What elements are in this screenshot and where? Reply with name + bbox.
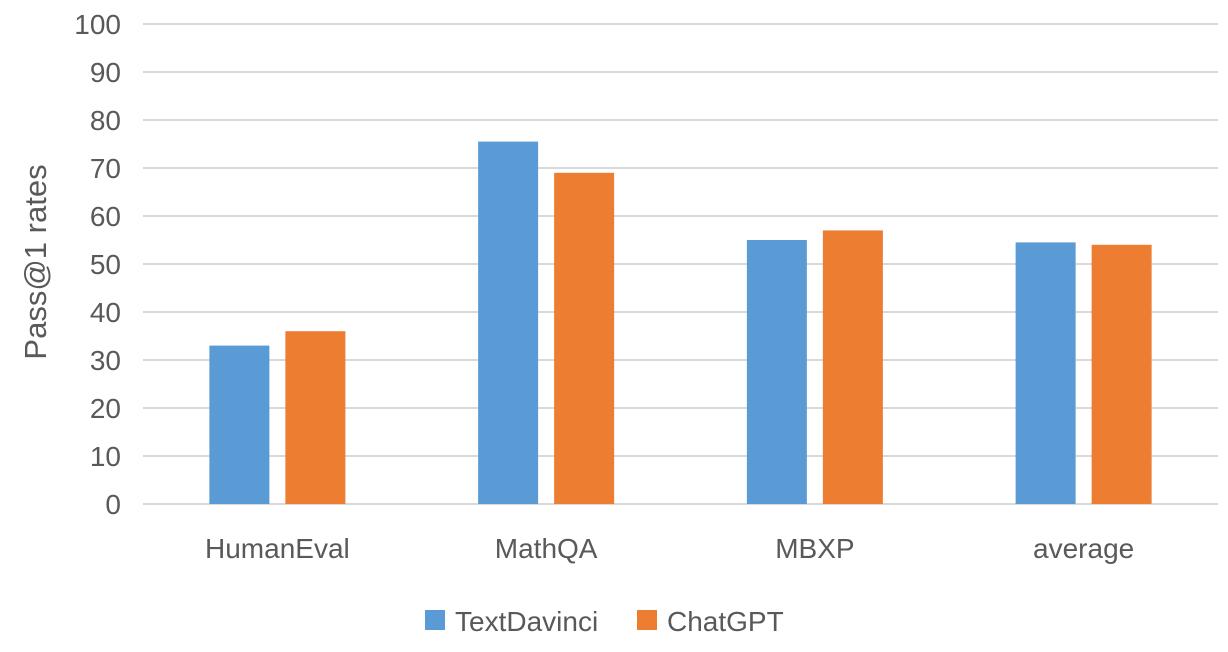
bar-chatgpt-average bbox=[1091, 244, 1152, 505]
legend-swatch-chatgpt bbox=[637, 610, 657, 630]
x-tick-label: average bbox=[1033, 533, 1134, 564]
y-tick-label: 40 bbox=[90, 297, 121, 328]
legend-label: ChatGPT bbox=[667, 606, 784, 637]
bar-textdavinci-humaneval bbox=[209, 345, 270, 504]
bar-textdavinci-average bbox=[1015, 242, 1076, 504]
bar-textdavinci-mbxp bbox=[746, 240, 807, 504]
bar-chatgpt-humaneval bbox=[285, 331, 346, 504]
x-tick-label: HumanEval bbox=[205, 533, 350, 564]
x-tick-label: MBXP bbox=[775, 533, 854, 564]
y-tick-label: 70 bbox=[90, 153, 121, 184]
bar-chatgpt-mbxp bbox=[822, 230, 883, 504]
y-axis-ticks: 0 10 20 30 40 50 60 70 80 90 100 bbox=[74, 9, 121, 520]
bars bbox=[209, 141, 1152, 505]
bar-textdavinci-mathqa bbox=[478, 141, 539, 504]
legend: TextDavinci ChatGPT bbox=[425, 606, 784, 637]
y-tick-label: 10 bbox=[90, 441, 121, 472]
y-tick-label: 100 bbox=[74, 9, 121, 40]
y-tick-label: 80 bbox=[90, 105, 121, 136]
y-tick-label: 0 bbox=[105, 489, 121, 520]
y-tick-label: 90 bbox=[90, 57, 121, 88]
x-axis-ticks: HumanEval MathQA MBXP average bbox=[205, 533, 1134, 564]
bar-chatgpt-mathqa bbox=[554, 172, 615, 505]
y-tick-label: 50 bbox=[90, 249, 121, 280]
y-axis-title: Pass@1 rates bbox=[18, 164, 53, 359]
y-tick-label: 20 bbox=[90, 393, 121, 424]
y-tick-label: 30 bbox=[90, 345, 121, 376]
x-tick-label: MathQA bbox=[495, 533, 598, 564]
y-tick-label: 60 bbox=[90, 201, 121, 232]
legend-swatch-textdavinci bbox=[425, 610, 445, 630]
legend-label: TextDavinci bbox=[455, 606, 598, 637]
